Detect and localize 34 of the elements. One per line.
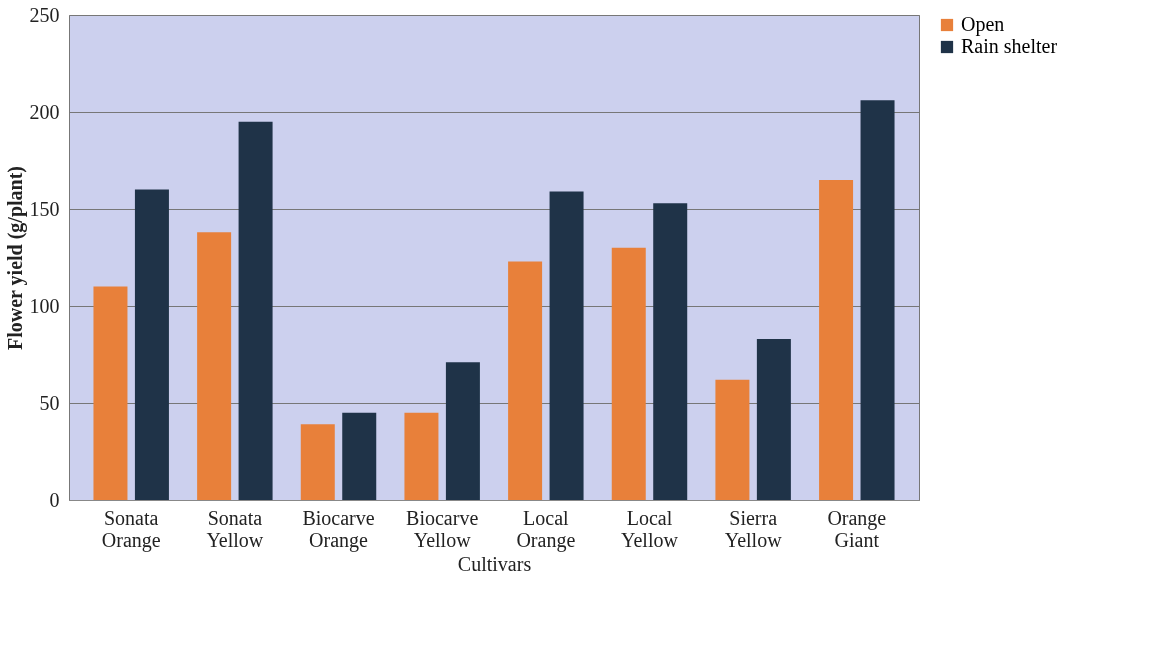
y-tick-label: 250 [29,3,60,26]
bar [134,189,169,500]
bar [238,121,273,500]
bar [819,179,854,500]
x-tick-label: Sierra Yellow [724,506,783,551]
bar [508,261,543,500]
bar [93,286,128,500]
x-tick-label: Sonata Yellow [206,506,264,551]
bar [300,424,335,500]
legend-label: Open [961,13,1005,36]
x-tick-label: Biocarve Yellow [406,506,479,551]
y-axis-title: Flower yield (g/plant) [3,165,27,351]
legend-label: Rain shelter [961,35,1058,57]
bar [197,232,232,500]
y-tick-label: 200 [29,100,60,123]
bar [342,412,377,500]
y-tick-label: 0 [49,488,60,511]
bar [860,100,895,500]
x-axis-title: Cultivars [457,552,532,575]
bar [611,247,646,500]
x-tick-label: Biocarve Orange [302,506,375,552]
bar [404,412,439,500]
x-tick-label: Sonata Orange [101,506,161,552]
bar [653,203,688,500]
bar [715,379,750,500]
x-tick-label: Orange Giant [827,506,887,551]
y-tick-label: 150 [29,197,60,220]
bar [549,191,584,500]
x-tick-label: Local Yellow [621,506,679,551]
x-tick-label: Local Orange [516,506,576,552]
bar [756,338,791,500]
y-tick-label: 50 [39,391,60,414]
y-tick-label: 100 [29,294,60,317]
bar [445,362,480,500]
